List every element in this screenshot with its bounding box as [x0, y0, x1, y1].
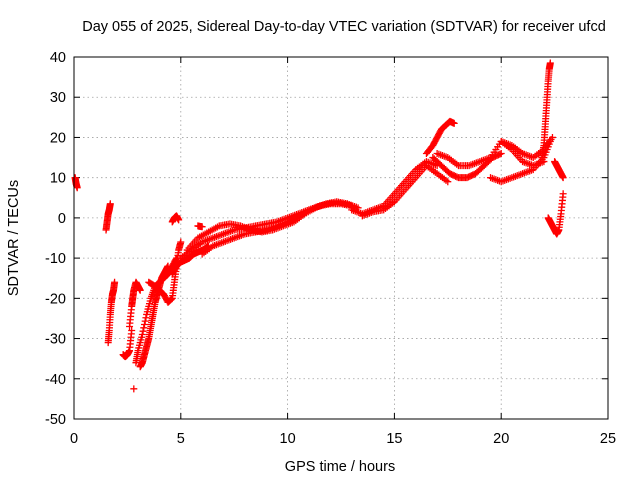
- data-marks: [71, 59, 567, 393]
- x-tick-label: 0: [70, 431, 78, 447]
- data-point: [128, 327, 136, 335]
- x-tick-label: 25: [600, 431, 616, 447]
- series-late-e: [433, 137, 548, 170]
- y-tick-label: 40: [50, 50, 66, 66]
- y-tick-label: 0: [58, 211, 66, 227]
- y-tick-label: -30: [45, 332, 66, 348]
- data-point: [138, 331, 146, 339]
- data-point: [130, 385, 138, 393]
- x-tick-labels: 0 5 10 15 20 25: [70, 431, 616, 447]
- series-main-b: [183, 198, 362, 254]
- data-point: [141, 317, 149, 325]
- grid: [73, 56, 609, 420]
- y-tick-label: 20: [50, 130, 66, 146]
- data-point: [305, 206, 313, 214]
- x-tick-label: 15: [386, 431, 402, 447]
- series-tail-a: [544, 190, 567, 238]
- y-tick-label: -50: [45, 412, 66, 428]
- data-point: [73, 184, 81, 192]
- y-tick-label: 30: [50, 90, 66, 106]
- data-point: [496, 150, 504, 158]
- series-tail-b: [551, 158, 567, 182]
- data-point: [140, 324, 148, 332]
- data-point: [168, 295, 176, 303]
- data-point: [450, 119, 458, 127]
- x-tick-label: 20: [493, 431, 509, 447]
- plot-frame: [73, 56, 609, 420]
- x-axis-label: GPS time / hours: [285, 459, 395, 475]
- data-point: [167, 296, 175, 304]
- series-mid-d: [194, 222, 206, 231]
- series-spike: [538, 59, 554, 162]
- y-tick-label: -20: [45, 291, 66, 307]
- data-point: [111, 278, 119, 286]
- data-point: [559, 174, 567, 182]
- series-dip-c: [130, 385, 138, 393]
- y-tick-label: -10: [45, 251, 66, 267]
- series-early-c: [104, 278, 119, 347]
- data-point: [444, 178, 452, 186]
- data-point: [198, 223, 206, 231]
- data-point: [497, 150, 505, 158]
- data-point: [559, 190, 567, 198]
- chart-title: Day 055 of 2025, Sidereal Day-to-day VTE…: [82, 19, 606, 35]
- series-mid-b: [168, 212, 183, 226]
- series-main-c: [198, 206, 313, 258]
- data-point: [548, 133, 556, 141]
- y-tick-label: -40: [45, 372, 66, 388]
- x-tick-label: 10: [280, 431, 296, 447]
- data-point: [139, 327, 147, 335]
- series-dip-b: [126, 278, 144, 330]
- data-point: [546, 59, 554, 67]
- series-early-b: [102, 200, 114, 234]
- series-late-c: [422, 117, 458, 158]
- data-point: [175, 216, 183, 224]
- series-late-d: [429, 150, 505, 182]
- data-point: [106, 200, 114, 208]
- data-point: [142, 314, 150, 322]
- x-tick-label: 5: [177, 431, 185, 447]
- y-axis-label: SDTVAR / TECUs: [6, 180, 22, 296]
- data-point: [136, 286, 144, 294]
- data-point: [177, 238, 185, 246]
- series-late-b: [358, 162, 452, 220]
- series-early-a: [71, 174, 81, 192]
- y-tick-label: 10: [50, 171, 66, 187]
- y-tick-labels: -50 -40 -30 -20 -10 0 10 20 30 40: [45, 50, 66, 428]
- series-dip-a: [119, 327, 136, 361]
- data-point: [140, 320, 148, 328]
